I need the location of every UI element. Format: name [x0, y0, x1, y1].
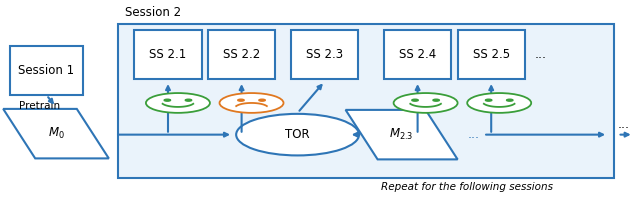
Text: Pretrain: Pretrain	[19, 101, 61, 111]
Text: ...: ...	[618, 118, 630, 131]
Bar	[118, 24, 614, 178]
Text: Repeat for the following sessions: Repeat for the following sessions	[381, 182, 553, 192]
Circle shape	[486, 99, 492, 101]
Text: Session 1: Session 1	[19, 64, 74, 77]
Text: TOR: TOR	[285, 128, 310, 141]
Circle shape	[186, 99, 192, 101]
Circle shape	[164, 99, 170, 101]
Polygon shape	[346, 110, 458, 159]
Text: SS 2.4: SS 2.4	[399, 48, 436, 61]
Bar	[458, 30, 525, 79]
Circle shape	[394, 93, 458, 113]
Text: SS 2.3: SS 2.3	[306, 48, 344, 61]
Circle shape	[259, 99, 266, 101]
Circle shape	[220, 93, 284, 113]
Text: Test: Test	[400, 99, 420, 109]
Text: Test: Test	[226, 99, 246, 109]
Circle shape	[467, 93, 531, 113]
Text: ...: ...	[535, 48, 547, 61]
Circle shape	[507, 99, 513, 101]
Ellipse shape	[236, 114, 359, 155]
Bar	[208, 30, 275, 79]
Text: Test: Test	[474, 99, 494, 109]
Text: Test: Test	[152, 99, 173, 109]
Text: $M_0$: $M_0$	[47, 126, 65, 141]
Text: Session 2: Session 2	[125, 6, 181, 19]
Text: $M_{2.3}$: $M_{2.3}$	[389, 127, 414, 142]
Circle shape	[238, 99, 244, 101]
Bar	[384, 30, 451, 79]
Circle shape	[146, 93, 210, 113]
Text: ...: ...	[468, 128, 479, 141]
Circle shape	[433, 99, 439, 101]
Text: SS 2.2: SS 2.2	[223, 48, 260, 61]
Circle shape	[412, 99, 419, 101]
Polygon shape	[3, 109, 109, 158]
Text: SS 2.5: SS 2.5	[472, 48, 510, 61]
Text: SS 2.1: SS 2.1	[149, 48, 187, 61]
Bar	[10, 46, 83, 95]
Bar	[291, 30, 358, 79]
Bar	[134, 30, 202, 79]
